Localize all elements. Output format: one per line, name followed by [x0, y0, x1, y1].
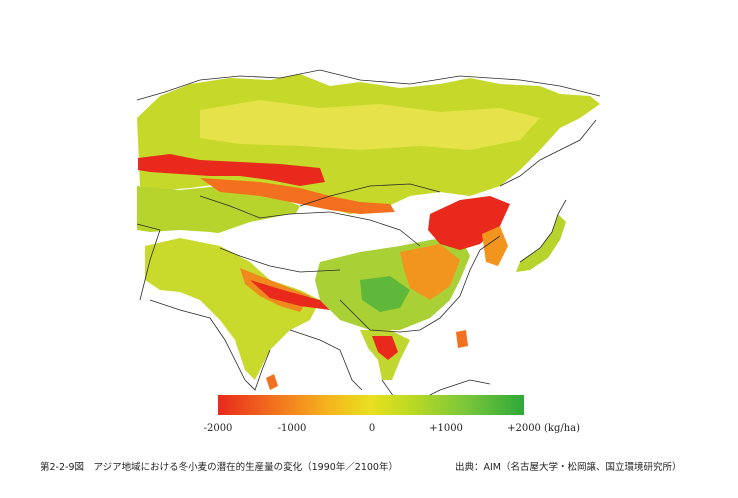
legend-tick-zero: 0 [368, 423, 376, 434]
figure-title: 第2-2-9図 アジア地域における冬小麦の潜在的生産量の変化（1990年／210… [40, 462, 398, 473]
indochina-hotspot [372, 336, 398, 360]
northeast-china-hotspot [428, 196, 510, 250]
philippines-region [456, 330, 468, 348]
japan-region [516, 214, 566, 272]
india-region [145, 238, 320, 380]
legend-tick-minus-1000: -1000 [277, 423, 307, 434]
himalaya-hotspot [250, 280, 330, 310]
china-orange-patches [400, 244, 460, 300]
sri-lanka-region [266, 374, 278, 390]
kazakhstan-orange [200, 178, 395, 214]
coastline-outlines [136, 69, 601, 401]
legend-tick-max: +2000 [507, 423, 541, 434]
legend-tick-plus-1000: +1000 [429, 423, 463, 434]
color-scale-bar [218, 395, 524, 415]
legend-tick-min: -2000 [203, 423, 233, 434]
siberia-light-area [200, 100, 540, 150]
kazakhstan-hotspot [138, 154, 325, 186]
source-credit: 出典：AIM（名古屋大学・松岡譲、国立環境研究所） [455, 462, 682, 473]
korea-region [482, 226, 508, 266]
asia-map [136, 69, 601, 401]
china-green-patches [360, 276, 410, 312]
legend-unit: (kg/ha) [543, 423, 581, 434]
